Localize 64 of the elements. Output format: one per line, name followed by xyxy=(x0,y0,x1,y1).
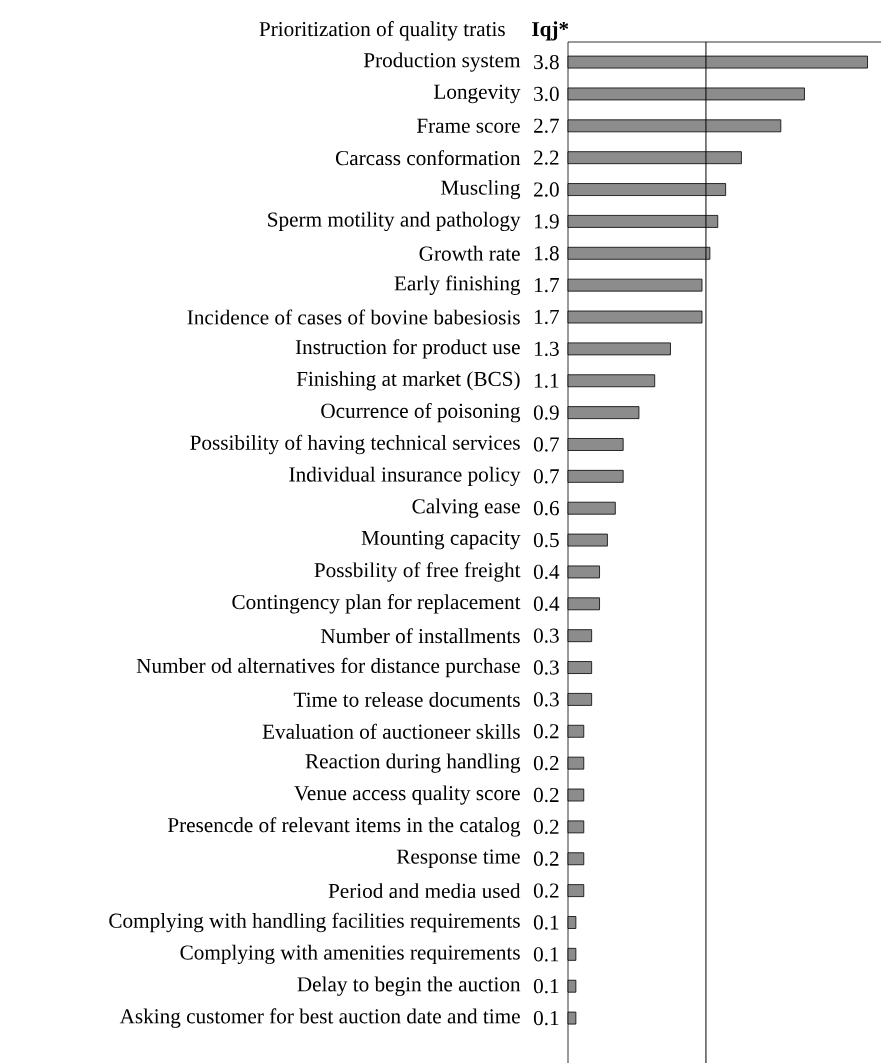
data-label: 0.2 xyxy=(533,787,559,803)
data-label: 0.3 xyxy=(533,660,559,675)
text: Iqj* xyxy=(532,21,569,41)
y-tick-label: Number of installments xyxy=(320,628,520,644)
data-label: 1.9 xyxy=(534,214,559,229)
data-label: 1.8 xyxy=(534,246,559,261)
data-label: 1.3 xyxy=(534,341,559,357)
y-tick-label: Complying with handling facilities requirements xyxy=(109,912,520,933)
y-tick-label: Carcass conformation xyxy=(335,150,521,166)
y-tick-label: Mounting capacity xyxy=(361,530,521,550)
y-tick-label: Reaction during handling xyxy=(305,753,521,773)
y-tick-label: Presencde of relevant items in the catalog xyxy=(167,817,521,837)
data-label: 0.1 xyxy=(533,915,559,930)
y-tick-label: Ocurrence of poisoning xyxy=(321,402,521,423)
y-tick-label: Production system xyxy=(363,52,521,72)
y-tick-label: Incidence of cases of bovine babesiosis xyxy=(187,309,520,325)
y-tick-label: Calving ease xyxy=(412,498,520,518)
y-tick-label: Possibility of having technical services xyxy=(190,434,520,455)
y-tick-label: Response time xyxy=(396,849,520,869)
data-label: 0.2 xyxy=(533,851,559,866)
data-label: 0.2 xyxy=(533,883,559,898)
y-tick-label: Possbility of free freight xyxy=(314,562,521,582)
y-tick-label: Early finishing xyxy=(394,275,521,295)
data-label: 0.2 xyxy=(533,755,559,771)
data-label: 1.7 xyxy=(534,277,559,293)
text: Prioritization of quality tratis xyxy=(259,21,505,41)
data-label: 3.8 xyxy=(534,54,559,70)
y-tick-label: Evaluation of auctioneer skills xyxy=(262,723,520,739)
data-label: 0.1 xyxy=(533,947,559,962)
data-label: 1.7 xyxy=(534,309,559,325)
y-tick-label: Asking customer for best auction date and time xyxy=(119,1008,520,1028)
data-label: 0.1 xyxy=(533,979,559,994)
y-tick-label: Finishing at market (BCS) xyxy=(296,371,520,391)
y-tick-label: Complying with amenities requirements xyxy=(180,944,520,964)
data-label: 0.7 xyxy=(533,437,559,452)
y-tick-label: Individual insurance policy xyxy=(289,466,521,486)
y-tick-label: Contingency plan for replacement xyxy=(232,594,521,614)
data-label: 3.0 xyxy=(534,86,559,102)
data-label: 0.3 xyxy=(533,692,559,707)
data-label: 2.2 xyxy=(534,150,559,165)
y-tick-label: Sperm motility and pathology xyxy=(268,211,521,232)
data-label: 0.4 xyxy=(533,564,560,580)
y-tick-label: Venue access quality score xyxy=(294,785,520,805)
data-label: 1.1 xyxy=(534,373,559,388)
y-tick-label: Time to release documents xyxy=(293,691,520,707)
data-label: 2.7 xyxy=(534,118,559,133)
data-label: 0.9 xyxy=(533,405,559,420)
y-tick-label: Longevity xyxy=(434,84,521,104)
y-tick-label: Delay to begin the auction xyxy=(297,976,521,996)
data-label: 2.0 xyxy=(534,182,559,197)
y-tick-label: Growth rate xyxy=(419,245,520,261)
data-label: 0.5 xyxy=(533,532,559,548)
data-label: 0.3 xyxy=(533,628,559,643)
y-tick-label: Number od alternatives for distance purchase xyxy=(136,657,520,678)
data-label: 0.4 xyxy=(533,596,560,612)
data-label: 0.2 xyxy=(533,819,559,835)
y-tick-label: Frame score xyxy=(416,118,520,133)
y-tick-label: Instruction for product use xyxy=(295,339,520,359)
y-tick-label: Muscling xyxy=(441,179,521,200)
data-label: 0.7 xyxy=(533,469,559,484)
y-tick-label: Period and media used xyxy=(328,883,521,899)
data-label: 0.1 xyxy=(533,1010,559,1026)
data-label: 0.6 xyxy=(533,501,559,516)
data-label: 0.2 xyxy=(533,724,559,739)
